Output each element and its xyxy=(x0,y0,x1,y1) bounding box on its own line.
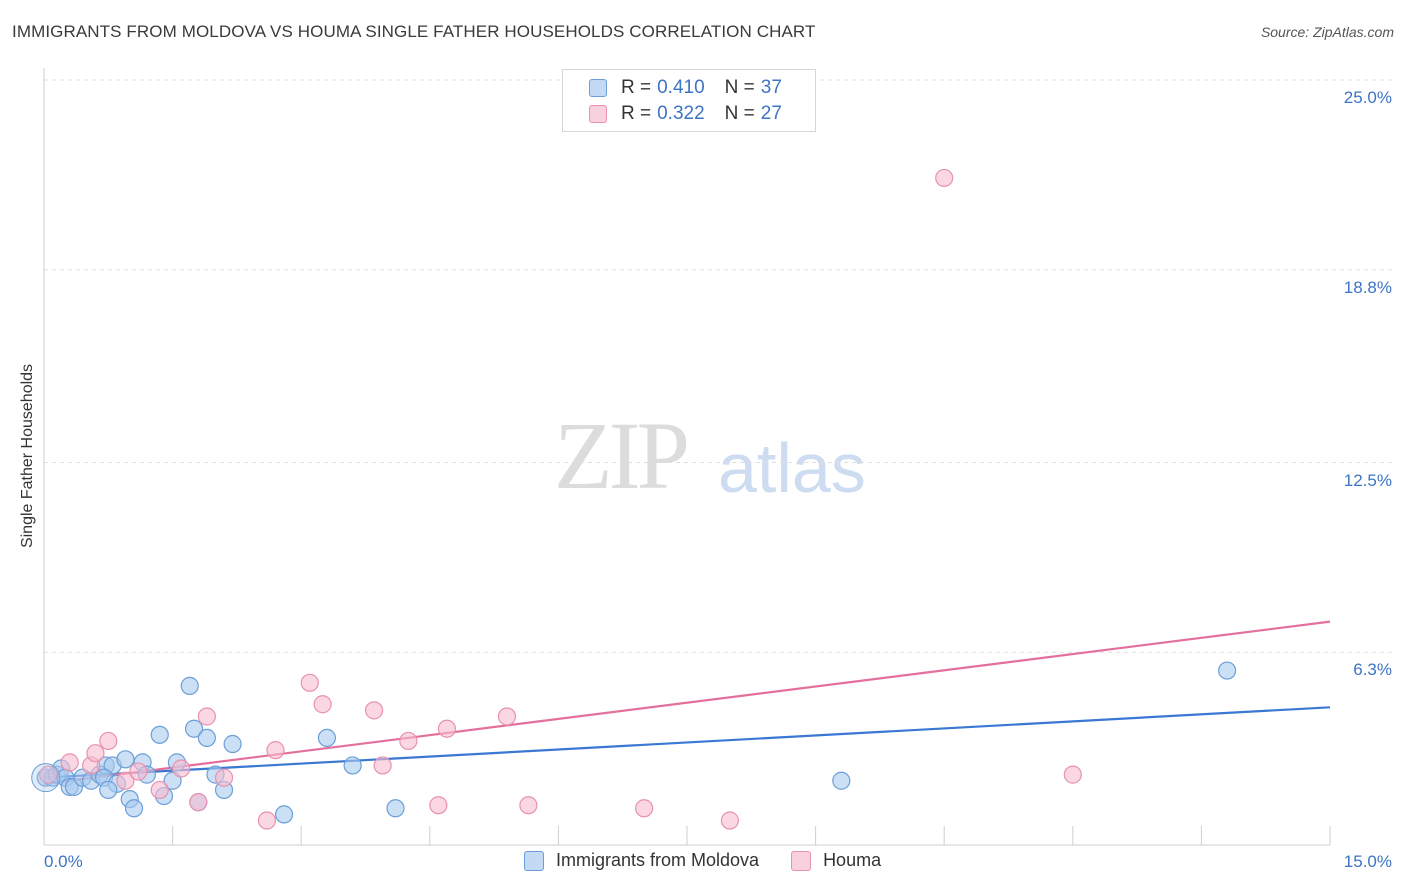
moldova-point xyxy=(99,780,118,800)
houma-swatch xyxy=(589,105,607,123)
moldova-trend-line xyxy=(43,706,1331,779)
houma-swatch xyxy=(791,850,812,871)
houma-point xyxy=(437,719,457,738)
moldova-point xyxy=(343,756,362,775)
legend-item-moldova[interactable]: Immigrants from Moldova xyxy=(524,850,759,871)
houma-point xyxy=(189,793,208,812)
houma-point xyxy=(197,707,216,726)
moldova-point xyxy=(832,771,851,790)
moldova-point xyxy=(150,725,169,744)
r-label: R = xyxy=(621,77,652,98)
houma-trend-line xyxy=(43,620,1331,785)
watermark-atlas: atlas xyxy=(718,429,866,507)
watermark-zip: ZIP xyxy=(554,402,690,509)
y-axis-label: Single Father Households xyxy=(19,363,36,549)
r-value: 0.410 xyxy=(657,77,705,98)
houma-point xyxy=(266,741,285,760)
moldova-point xyxy=(386,799,405,818)
houma-point xyxy=(150,780,169,800)
houma-point xyxy=(373,756,392,775)
houma-point xyxy=(313,695,332,714)
chart-title: IMMIGRANTS FROM MOLDOVA VS HOUMA SINGLE … xyxy=(12,22,816,41)
n-value: 37 xyxy=(760,77,782,98)
series-legend: Immigrants from Moldova Houma xyxy=(524,850,913,871)
grid-lines xyxy=(44,79,1395,653)
x-tick-max: 15.0% xyxy=(1343,852,1392,871)
houma-point xyxy=(39,765,58,784)
source-label: Source: ZipAtlas.com xyxy=(1260,24,1394,40)
legend-label-moldova: Immigrants from Moldova xyxy=(556,850,760,870)
legend-label-houma: Houma xyxy=(823,850,882,870)
moldova-point xyxy=(184,719,204,738)
houma-point xyxy=(364,701,384,720)
data-points xyxy=(31,168,1237,830)
houma-point xyxy=(129,762,148,781)
x-tick-min: 0.0% xyxy=(44,852,83,871)
moldova-point xyxy=(180,676,199,695)
stats-legend: R = 0.410 N = 37 R = 0.322 N = 27 xyxy=(562,69,816,132)
houma-point xyxy=(300,673,319,692)
stats-row-moldova: R = 0.410 N = 37 xyxy=(589,76,782,100)
y-tick-label: 12.5% xyxy=(1343,470,1392,490)
moldova-point xyxy=(317,728,337,748)
houma-point xyxy=(116,771,135,790)
moldova-swatch xyxy=(524,850,544,871)
houma-point xyxy=(86,744,105,763)
houma-point xyxy=(1063,765,1082,784)
trend-lines xyxy=(43,620,1331,785)
moldova-point xyxy=(274,805,294,824)
houma-point xyxy=(429,796,448,815)
moldova-point xyxy=(223,734,242,754)
n-label: N = xyxy=(724,103,755,124)
moldova-point xyxy=(116,750,135,769)
y-tick-label: 18.8% xyxy=(1343,277,1392,297)
houma-point xyxy=(60,753,79,772)
moldova-swatch xyxy=(589,79,607,97)
houma-point xyxy=(99,731,118,751)
houma-point xyxy=(519,796,538,815)
houma-point xyxy=(497,707,517,726)
houma-point xyxy=(635,799,654,818)
moldova-point xyxy=(197,728,216,748)
houma-point xyxy=(720,811,739,830)
moldova-point xyxy=(124,799,144,818)
axes xyxy=(43,68,1331,846)
houma-point xyxy=(214,768,234,787)
r-value: 0.322 xyxy=(657,103,705,124)
y-tick-label: 25.0% xyxy=(1343,88,1392,107)
legend-item-houma[interactable]: Houma xyxy=(791,850,881,871)
houma-point xyxy=(172,759,191,778)
n-value: 27 xyxy=(760,103,782,124)
moldova-point xyxy=(31,763,61,793)
houma-point xyxy=(399,731,418,751)
n-label: N = xyxy=(724,77,755,98)
moldova-point xyxy=(1218,661,1237,680)
houma-point xyxy=(935,168,954,188)
y-tick-label: 6.3% xyxy=(1353,660,1392,680)
stats-row-houma: R = 0.322 N = 27 xyxy=(589,102,782,126)
houma-point xyxy=(257,811,277,830)
r-label: R = xyxy=(621,103,652,124)
